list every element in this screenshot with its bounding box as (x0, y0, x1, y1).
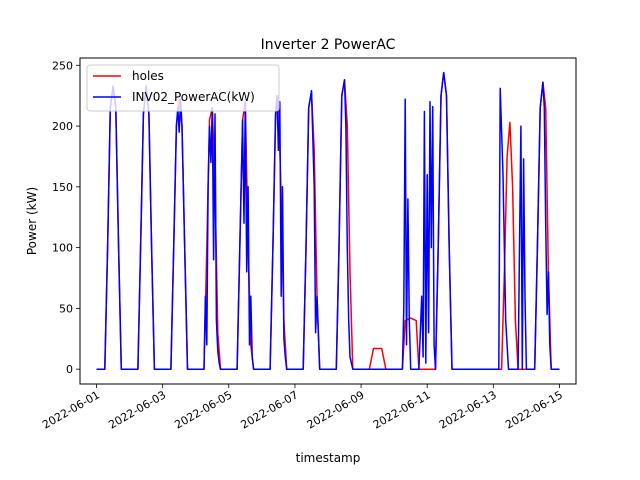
legend: holes INV02_PowerAC(kW) (86, 64, 280, 112)
y-tick-label: 100 (52, 242, 73, 255)
chart-title: Inverter 2 PowerAC (261, 37, 396, 53)
y-axis: 0 50 100 150 200 250 (52, 59, 80, 376)
y-tick-label: 200 (52, 120, 73, 133)
legend-label-0: holes (132, 69, 164, 83)
plot-frame (79, 57, 577, 385)
y-tick-label: 0 (66, 363, 73, 376)
y-axis-label: Power (kW) (25, 187, 39, 255)
y-tick-label: 50 (59, 302, 73, 315)
series-layer (96, 71, 560, 370)
series-line-1 (96, 71, 560, 370)
y-tick-label: 150 (52, 181, 73, 194)
legend-box (86, 64, 280, 112)
legend-label-1: INV02_PowerAC(kW) (132, 90, 255, 104)
x-axis-label: timestamp (296, 451, 361, 465)
y-tick-label: 250 (52, 59, 73, 72)
